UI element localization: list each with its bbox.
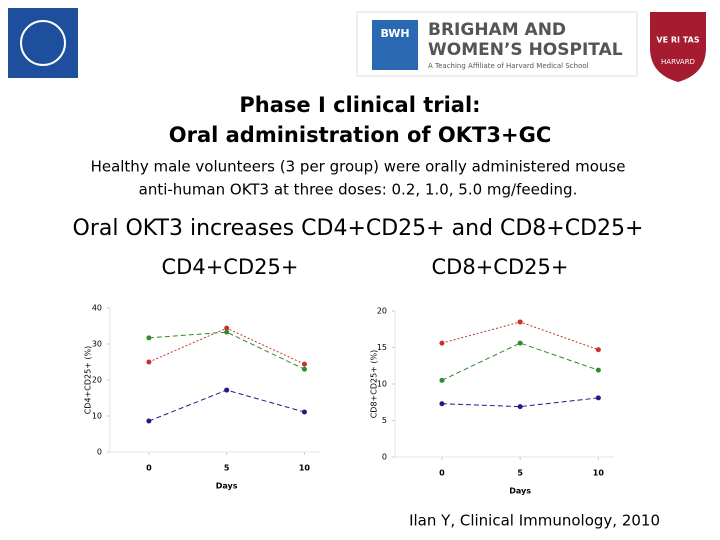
data-point <box>517 404 523 410</box>
data-point <box>595 347 601 353</box>
data-point <box>301 361 307 367</box>
x-axis-label: Days <box>509 487 531 496</box>
data-point <box>517 340 523 346</box>
x-tick-label: 5 <box>517 469 523 478</box>
harvard-shield <box>650 12 706 82</box>
series-line <box>441 397 599 408</box>
data-point <box>301 366 307 372</box>
data-point <box>595 395 601 401</box>
y-tick-label: 40 <box>92 304 102 313</box>
bwh-abbrev: BWH <box>380 27 409 40</box>
y-tick-label: 20 <box>92 376 102 385</box>
x-tick-label: 10 <box>299 464 311 473</box>
data-point <box>224 329 230 335</box>
harvard-name: HARVARD <box>661 58 695 66</box>
hospital-logo <box>8 8 78 78</box>
data-point <box>439 377 445 383</box>
subtitle: Healthy male volunteers (3 per group) we… <box>91 158 626 176</box>
y-tick-label: 10 <box>377 380 387 389</box>
bwh-name: WOMEN’S HOSPITAL <box>428 40 623 60</box>
data-point <box>146 335 152 341</box>
y-axis-label: CD8+CD25+ (%) <box>370 350 379 419</box>
series-line <box>441 342 599 381</box>
y-tick-label: 15 <box>377 343 387 352</box>
x-tick-label: 5 <box>224 464 230 473</box>
logo-emblem <box>20 20 66 66</box>
y-tick-label: 30 <box>92 340 102 349</box>
y-tick-label: 20 <box>377 307 387 316</box>
data-point <box>517 319 523 325</box>
bwh-mark <box>372 20 418 70</box>
series-line <box>148 331 305 370</box>
x-axis-label: Days <box>216 482 238 491</box>
subtitle: anti-human OKT3 at three doses: 0.2, 1.0… <box>139 181 578 199</box>
harvard-motto: VE RI TAS <box>656 36 699 45</box>
bwh-tagline: A Teaching Affiliate of Harvard Medical … <box>428 62 589 70</box>
y-tick-label: 10 <box>92 412 102 421</box>
x-tick-label: 10 <box>593 469 605 478</box>
chart-title: CD4+CD25+ <box>162 255 299 279</box>
x-tick-label: 0 <box>439 469 445 478</box>
data-point <box>146 418 152 424</box>
y-tick-label: 5 <box>382 416 387 425</box>
heading: Oral OKT3 increases CD4+CD25+ and CD8+CD… <box>73 216 644 241</box>
bwh-name: BRIGHAM AND <box>428 20 566 40</box>
data-point <box>439 401 445 407</box>
title: Phase I clinical trial: <box>239 93 480 117</box>
data-point <box>224 325 230 331</box>
title: Oral administration of OKT3+GC <box>169 123 552 147</box>
chart-title: CD8+CD25+ <box>432 255 569 279</box>
data-point <box>595 367 601 373</box>
y-tick-label: 0 <box>97 448 102 457</box>
data-point <box>224 387 230 393</box>
data-point <box>301 409 307 415</box>
data-point <box>146 359 152 365</box>
y-axis-label: CD4+CD25+ (%) <box>84 346 93 415</box>
x-tick-label: 0 <box>146 464 152 473</box>
citation: Ilan Y, Clinical Immunology, 2010 <box>409 512 660 530</box>
y-tick-label: 0 <box>382 453 387 462</box>
data-point <box>439 340 445 346</box>
